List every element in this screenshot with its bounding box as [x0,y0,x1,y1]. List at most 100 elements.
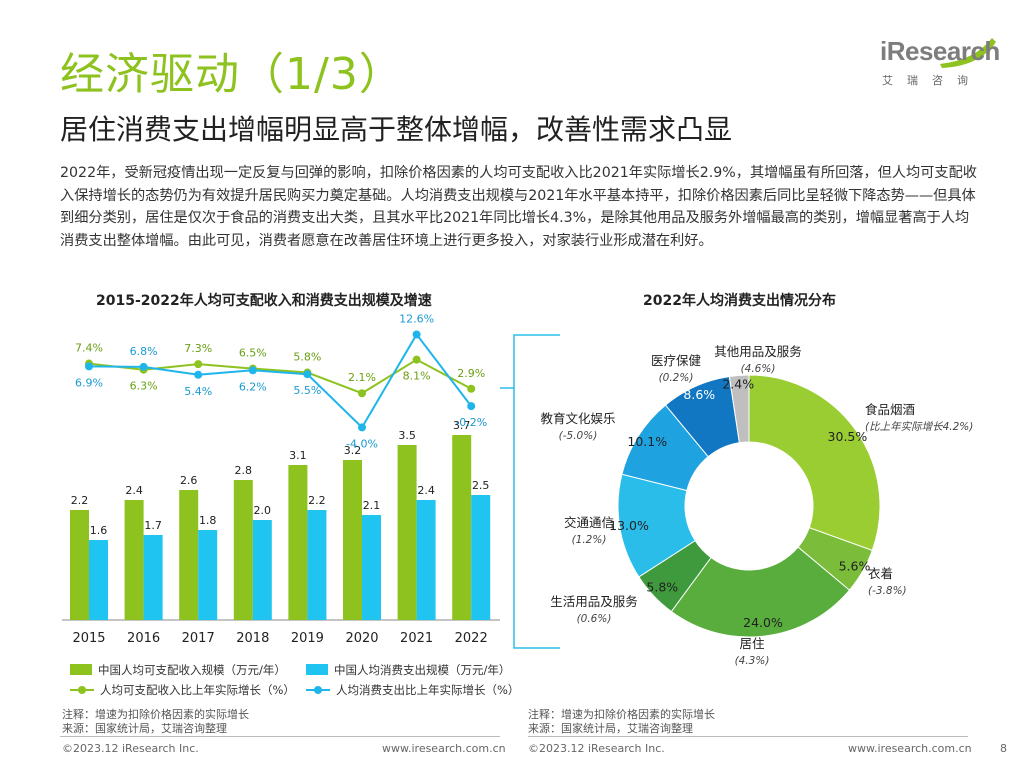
donut-growth-label: (4.3%) [735,655,770,667]
donut-chart-title: 2022年人均消费支出情况分布 [643,293,836,309]
footer-copyright-left: ©2023.12 iResearch Inc. [62,742,199,755]
income-bar-label: 2.2 [71,494,89,507]
legend-line-marker [306,685,330,695]
legend-swatch [70,664,92,675]
donut-growth-label: (比上年实际增长4.2%) [865,421,973,433]
donut-growth-label: (-3.8%) [868,585,907,597]
donut-category-label: 医疗保健 [651,353,702,368]
donut-value-label: 2.4% [722,377,754,392]
income-bar [179,490,199,620]
income-growth-label: 6.5% [239,347,267,360]
bar-line-chart: 2.2 1.6 2015 2.4 1.7 2016 2.6 1.8 2017 2.8 2.0 2018… [62,312,500,646]
spending-bar [143,535,163,620]
spending-bar [471,495,491,620]
footer-divider-left [60,736,500,737]
donut-slice [728,374,750,444]
donut-slice [748,374,881,552]
donut-growth-label: (0.2%) [659,372,694,384]
x-tick-label: 2017 [182,631,215,646]
spending-bar [362,515,381,620]
income-bar [343,460,362,620]
donut-slice [670,546,851,638]
logo-wordmark: iResearch [880,36,1000,66]
spending-growth-point [194,370,203,379]
donut-growth-label: (0.6%) [577,613,612,625]
spending-growth-point [85,362,93,371]
income-bar-label: 2.6 [180,474,198,487]
income-bar-label: 3.1 [289,449,307,462]
page-subtitle: 居住消费支出增幅明显高于整体增幅，改善性需求凸显 [60,113,733,146]
legend-label: 中国人均消费支出规模（万元/年） [334,663,511,677]
spending-bar [416,500,436,620]
page-number: 8 [1000,742,1007,755]
legend-spending-bar: 中国人均消费支出规模（万元/年） [306,662,510,678]
iresearch-logo: iResearch 艾瑞咨询 [880,34,1000,94]
donut-value-label: 24.0% [743,615,783,630]
legend-line-marker [70,685,94,695]
footer-divider-right [528,736,968,737]
legend-swatch [306,664,328,675]
income-growth-point [358,389,366,398]
bar-chart-source: 来源：国家统计局，艾瑞咨询整理 [62,722,227,735]
spending-growth-point [358,423,366,432]
spending-bar-label: 1.7 [144,519,162,532]
income-growth-label: 7.4% [75,342,103,355]
footer-url-left: www.iresearch.com.cn [382,742,506,755]
spending-growth-label: -0.2% [455,416,487,429]
donut-chart-notes: 注释：增速为扣除价格因素的实际增长 来源：国家统计局，艾瑞咨询整理 [528,708,715,736]
footer-url-right: www.iresearch.com.cn [848,742,972,755]
income-bar [452,435,472,620]
spending-growth-label: 6.8% [130,345,158,358]
summary-paragraph: 2022年，受新冠疫情出现一定反复与回弹的影响，扣除价格因素的人均可支配收入比2… [60,165,977,249]
spending-bar-label: 2.4 [417,484,435,497]
spending-growth-label: 5.5% [293,384,321,397]
spending-growth-label: 5.4% [184,385,212,398]
donut-chart: 30.5% 食品烟酒 (比上年实际增长4.2%) 5.6%衣着 (-3.8%) 24.0%… [540,344,973,667]
donut-chart-note: 注释：增速为扣除价格因素的实际增长 [528,708,715,721]
donut-category-label: 食品烟酒 [865,402,915,417]
income-bar-label: 3.2 [344,444,362,457]
x-tick-label: 2021 [400,631,433,646]
spending-bar-label: 2.2 [308,494,326,507]
legend-label: 人均消费支出比上年实际增长（%） [336,683,520,697]
income-growth-label: 7.3% [184,342,212,355]
spending-growth-point [248,366,257,375]
income-bar-label: 3.5 [398,429,416,442]
x-tick-label: 2018 [236,631,269,646]
spending-growth-label: -4.0% [346,437,378,450]
donut-category-label: 交通通信 [564,515,614,530]
bar-chart-notes: 注释：增速为扣除价格因素的实际增长 来源：国家统计局，艾瑞咨询整理 [62,708,249,736]
legend-spending-growth-line: 人均消费支出比上年实际增长（%） [306,682,519,698]
spending-growth-label: 6.2% [239,380,267,393]
income-growth-point [194,360,203,369]
income-bar [233,480,253,620]
spending-growth-point [467,402,476,411]
connector-path [500,334,560,649]
donut-value-label: 13.0% [609,518,649,533]
donut-category-label: 教育文化娱乐 [540,411,615,426]
donut-category-label: 居住 [739,636,765,651]
spending-bar-label: 2.1 [363,499,381,512]
spending-growth-point [139,362,148,371]
spending-bar [198,530,218,620]
donut-growth-label: (1.2%) [572,534,607,546]
legend-label: 人均可支配收入比上年实际增长（%） [100,683,295,697]
donut-value-label: 8.6% [683,387,715,402]
spending-growth-point [303,370,312,379]
donut-category-label: 其他用品及服务 [714,344,802,359]
x-tick-label: 2019 [291,631,324,646]
spending-bar-label: 2.0 [254,504,272,517]
bar-chart-title: 2015-2022年人均可支配收入和消费支出规模及增速 [96,293,432,309]
spending-growth-label: 6.9% [75,376,103,389]
bar-chart-note: 注释：增速为扣除价格因素的实际增长 [62,708,249,721]
spending-bar-label: 2.5 [472,479,490,492]
spending-growth-point [412,330,421,339]
spending-bar [89,540,108,620]
logo-chinese-name: 艾瑞咨询 [882,74,982,87]
donut-value-label: 5.8% [646,579,678,594]
donut-chart-source: 来源：国家统计局，艾瑞咨询整理 [528,722,693,735]
x-tick-label: 2016 [127,631,160,646]
donut-value-label: 30.5% [828,429,868,444]
logo-swoosh-icon [940,38,996,68]
